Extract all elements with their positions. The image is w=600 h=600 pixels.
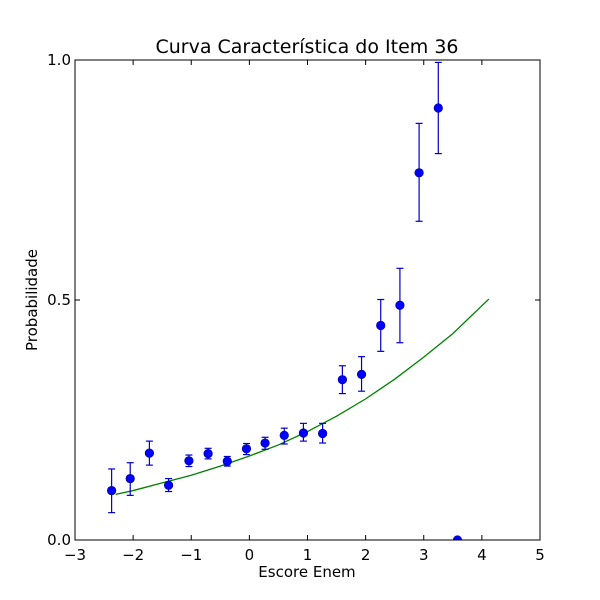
data-point [163,480,174,490]
y-tick-label: 0.5 [47,291,71,309]
x-tick-label: 2 [361,546,371,564]
plot-area [107,61,490,540]
data-point [203,449,213,459]
data-point [144,448,154,458]
data-point [433,103,443,113]
y-tick-label: 0.0 [47,531,71,549]
data-point [107,485,117,496]
data-point [318,428,328,439]
data-point [184,456,194,466]
x-tick-label: −2 [122,546,144,564]
data-point [452,535,463,540]
data-point [279,430,289,440]
y-tick-label: 1.0 [47,51,71,69]
data-point [337,375,347,385]
data-point [376,320,386,331]
data-point [241,444,252,454]
data-point [260,438,270,448]
x-tick-label: 0 [245,546,255,564]
x-tick-label: 1 [303,546,313,564]
data-point [414,168,424,178]
y-axis-label: Probabilidade [23,249,41,351]
x-tick-label: 5 [535,546,545,564]
x-axis-label: Escore Enem [258,563,355,581]
x-tick-label: −1 [180,546,202,564]
chart-title: Curva Característica do Item 36 [155,36,458,58]
data-point [125,473,135,484]
data-point [298,428,309,438]
data-point [356,369,367,380]
x-tick-label: 3 [419,546,429,564]
axis-ticks: −3 −2 −1 0 1 2 3 4 5 0.0 0.5 1.0 [47,51,545,564]
x-tick-label: −3 [64,546,86,564]
data-point [395,300,405,310]
data-points-group [107,61,463,540]
x-tick-label: 4 [477,546,487,564]
data-point [222,456,232,466]
